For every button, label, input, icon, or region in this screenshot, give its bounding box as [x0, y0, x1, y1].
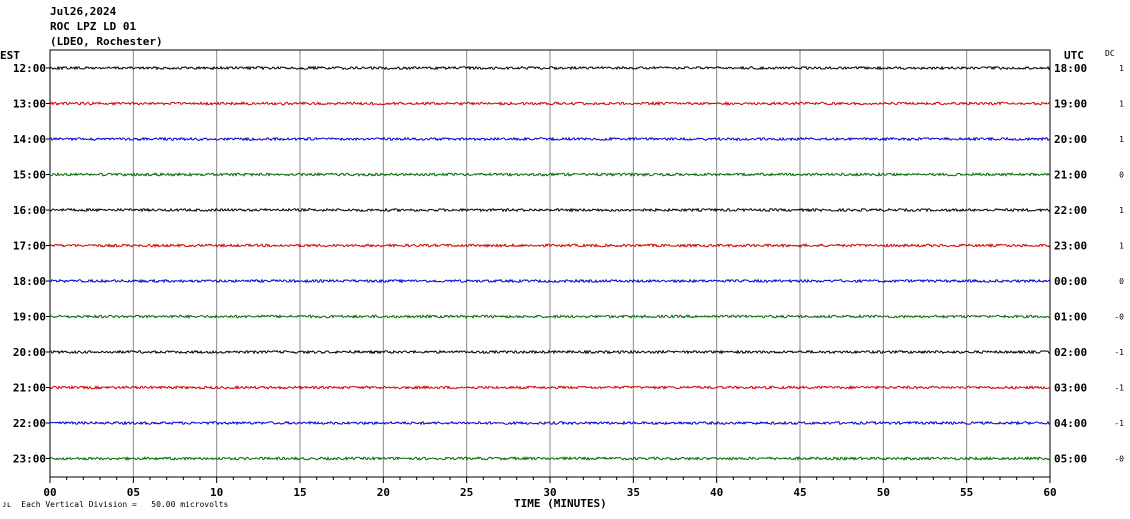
chart-grid [49, 49, 1051, 478]
est-time-label: 20:00 [13, 346, 46, 359]
utc-time-label: 05:00 [1054, 453, 1087, 466]
trace-line [49, 420, 1051, 426]
dc-value: 0 [1119, 277, 1124, 286]
x-tick-label: 45 [793, 486, 806, 499]
footer-note: ᴊʟ Each Vertical Division = 50.00 microv… [2, 500, 228, 510]
utc-time-label: 20:00 [1054, 133, 1087, 146]
dc-value: -0 [1114, 313, 1124, 322]
x-tick-label: 10 [210, 486, 223, 499]
dc-header-label: DC [1105, 49, 1115, 58]
station-label: ROC LPZ LD 01 [50, 20, 137, 33]
utc-zone-label: UTC [1064, 49, 1084, 62]
utc-time-label: 18:00 [1054, 62, 1087, 75]
utc-time-label: 22:00 [1054, 204, 1087, 217]
x-axis: 00 05 10 15 20 25 30 35 40 45 50 55 60 [43, 477, 1057, 499]
dc-value: 1 [1119, 100, 1124, 109]
utc-time-label: 04:00 [1054, 417, 1087, 430]
trace-line [49, 455, 1051, 461]
utc-time-label: 01:00 [1054, 311, 1087, 324]
trace-line [49, 207, 1051, 213]
trace-line [49, 243, 1051, 249]
dc-value: -1 [1114, 419, 1124, 428]
dc-value: 1 [1119, 64, 1124, 73]
trace-line [49, 100, 1051, 107]
x-axis-title: TIME (MINUTES) [514, 497, 607, 510]
est-time-label: 14:00 [13, 133, 46, 146]
x-tick-label: 40 [710, 486, 723, 499]
dc-value: 0 [1119, 171, 1124, 180]
est-time-label: 23:00 [13, 453, 46, 466]
x-tick-label: 30 [543, 486, 556, 499]
x-tick-label: 50 [877, 486, 890, 499]
dc-value: -1 [1114, 384, 1124, 393]
trace-line [49, 349, 1051, 355]
est-time-label: 18:00 [13, 275, 46, 288]
utc-time-label: 02:00 [1054, 346, 1087, 359]
trace-line [49, 136, 1051, 142]
est-time-label: 12:00 [13, 62, 46, 75]
dc-value: 1 [1119, 135, 1124, 144]
trace-line [49, 171, 1051, 177]
dc-value: -0 [1114, 455, 1124, 464]
est-time-label: 22:00 [13, 417, 46, 430]
x-tick-label: 05 [127, 486, 140, 499]
dc-value: 1 [1119, 242, 1124, 251]
est-time-label: 13:00 [13, 98, 46, 111]
utc-time-label: 21:00 [1054, 169, 1087, 182]
x-tick-label: 60 [1043, 486, 1056, 499]
trace-line [49, 65, 1051, 71]
est-time-label: 15:00 [13, 169, 46, 182]
x-tick-label: 00 [43, 486, 56, 499]
est-zone-label: EST [0, 49, 20, 62]
dc-value: 1 [1119, 206, 1124, 215]
trace-line [49, 385, 1051, 391]
date-label: Jul26,2024 [50, 5, 117, 18]
utc-time-label: 00:00 [1054, 275, 1087, 288]
est-time-label: 21:00 [13, 382, 46, 395]
seismic-traces [49, 65, 1051, 461]
x-tick-label: 20 [377, 486, 390, 499]
scale-note: Each Vertical Division = 50.00 microvolt… [21, 500, 229, 509]
utc-time-label: 23:00 [1054, 240, 1087, 253]
utc-time-label: 19:00 [1054, 98, 1087, 111]
x-tick-label: 15 [293, 486, 306, 499]
trace-labels: 12:00 18:00 1 13:00 19:00 1 14:00 20:00 1 15:00 21… [13, 62, 1124, 466]
network-label: (LDEO, Rochester) [50, 35, 163, 48]
est-time-label: 17:00 [13, 240, 46, 253]
footer-mark: ᴊʟ [2, 500, 12, 509]
trace-line [49, 278, 1051, 284]
x-tick-label: 25 [460, 486, 473, 499]
x-tick-label: 55 [960, 486, 973, 499]
dc-value: -1 [1114, 348, 1124, 357]
trace-line [49, 314, 1051, 319]
est-time-label: 19:00 [13, 311, 46, 324]
utc-time-label: 03:00 [1054, 382, 1087, 395]
est-time-label: 16:00 [13, 204, 46, 217]
x-tick-label: 35 [627, 486, 640, 499]
